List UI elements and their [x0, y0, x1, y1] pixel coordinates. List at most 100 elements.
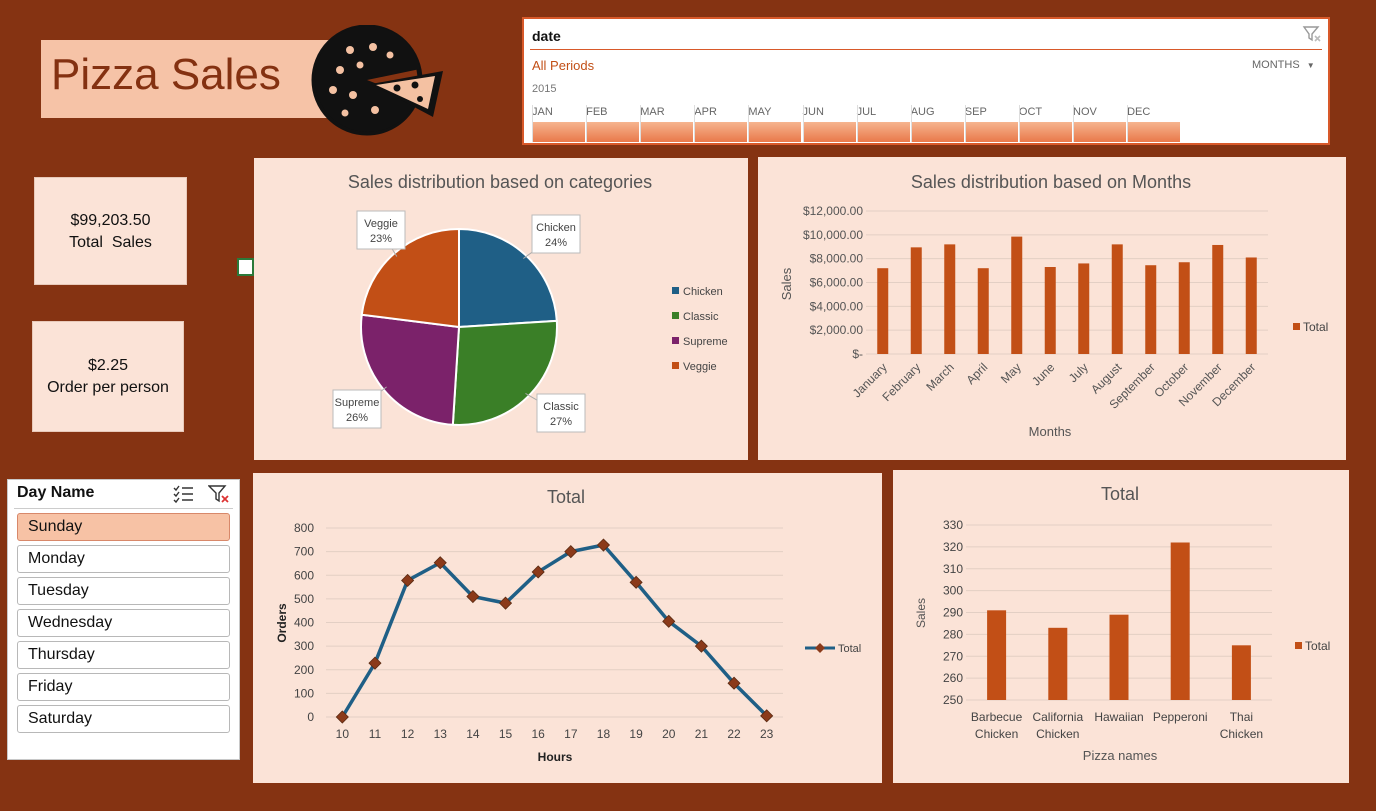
- timeline-month-bar[interactable]: [640, 122, 694, 142]
- timeline-month-label: JUL: [856, 106, 877, 118]
- slicer-item-sunday[interactable]: Sunday: [17, 513, 230, 541]
- x-axis-label: Months: [1029, 424, 1072, 439]
- y-tick-label: 250: [943, 693, 963, 707]
- y-tick-label: 330: [943, 518, 963, 532]
- timeline-month-label: FEB: [586, 106, 608, 118]
- total-sales-label: Total Sales: [69, 234, 152, 251]
- timeline-month-bar[interactable]: [1073, 122, 1126, 142]
- timeline-month-label: JUN: [802, 106, 824, 118]
- slicer-item-saturday[interactable]: Saturday: [17, 705, 230, 733]
- legend-entry: Supreme: [683, 336, 728, 348]
- y-axis-label: Orders: [275, 603, 289, 643]
- y-tick-label: 300: [294, 639, 314, 653]
- timeline-tick: [964, 105, 966, 142]
- timeline-month-bar[interactable]: [532, 122, 585, 142]
- category-pie-chart: Sales distribution based on categories C…: [332, 172, 728, 433]
- timeline-month-bar[interactable]: [802, 122, 856, 142]
- timeline-month-label: AUG: [910, 106, 935, 118]
- y-tick-label: $12,000.00: [803, 204, 863, 218]
- total-sales-card: $99,203.50 Total Sales: [34, 177, 187, 285]
- slicer-item-friday[interactable]: Friday: [17, 673, 230, 701]
- pie-slice-chicken: [458, 227, 558, 329]
- bar: [1231, 645, 1251, 700]
- x-tick-label: 20: [662, 727, 676, 741]
- timeline-tick: [1127, 105, 1129, 142]
- timeline-period[interactable]: All Periods: [532, 58, 595, 73]
- bar: [1145, 265, 1157, 354]
- bar: [977, 268, 989, 354]
- data-label: 26%: [346, 412, 368, 424]
- timeline-month-bar[interactable]: [694, 122, 748, 142]
- timeline-tick: [694, 105, 696, 142]
- data-point: [531, 565, 545, 579]
- data-point: [564, 545, 578, 559]
- timeline-field: date: [532, 28, 561, 44]
- x-tick-label: 12: [401, 727, 415, 741]
- slicer-item-monday[interactable]: Monday: [17, 545, 230, 573]
- timeline-unit[interactable]: MONTHS ▼: [1252, 59, 1315, 71]
- timeline-month-bar[interactable]: [1018, 122, 1072, 142]
- x-tick-label: 18: [597, 727, 611, 741]
- x-tick-label: July: [1066, 360, 1091, 385]
- date-timeline[interactable]: date All Periods MONTHS ▼ 2015 JAN FEB MAR…: [522, 17, 1330, 145]
- timeline-month-bar[interactable]: [856, 122, 910, 142]
- callout-box: [531, 214, 581, 254]
- chart-title: Total: [1101, 484, 1139, 504]
- timeline-month-bar[interactable]: [964, 122, 1018, 142]
- timeline-tick: [1073, 105, 1074, 142]
- hourly-line-panel: Total Hours Orders 0 100 200 300 400 500 600 70…: [253, 473, 882, 783]
- order-per-person-card: $2.25 Order per person: [32, 321, 184, 432]
- timeline-tick: [640, 105, 642, 142]
- timeline-year: 2015: [532, 83, 557, 95]
- bar: [877, 268, 889, 354]
- multiselect-icon[interactable]: [173, 484, 195, 504]
- total-sales-value: $99,203.50: [70, 212, 151, 229]
- slicer-divider: [14, 508, 233, 509]
- y-tick-label: 320: [943, 540, 963, 554]
- x-tick-label: Chicken: [1220, 727, 1263, 741]
- category-pie-panel: Sales distribution based on categories C…: [254, 158, 748, 460]
- selected-cell[interactable]: [237, 258, 254, 276]
- pizza-sales-chart: Total Pizza names Sales 250 260 270 280 290 3…: [914, 484, 1330, 763]
- order-per-person-value: $2.25: [87, 357, 129, 374]
- timeline-tick: [910, 105, 912, 142]
- y-tick-label: 280: [943, 627, 963, 641]
- timeline-month-label: NOV: [1073, 106, 1097, 118]
- slicer-item-tuesday[interactable]: Tuesday: [17, 577, 230, 605]
- slicer-item-wednesday[interactable]: Wednesday: [17, 609, 230, 637]
- clear-filter-icon[interactable]: [208, 484, 230, 504]
- timeline-tick: [856, 105, 858, 142]
- callout-category: Chicken: [536, 222, 576, 234]
- bar: [1044, 267, 1056, 354]
- x-tick-label: Chicken: [975, 727, 1018, 741]
- day-name-slicer: Day Name Sunday Monday Tuesday Wednesday Thu…: [7, 479, 240, 760]
- bar: [1048, 627, 1068, 700]
- data-label: 27%: [550, 416, 572, 428]
- bar: [1078, 263, 1090, 354]
- clear-filter-icon[interactable]: [1302, 25, 1322, 43]
- timeline-month-bar[interactable]: [586, 122, 640, 142]
- series-line: [340, 543, 768, 718]
- timeline-month-bar[interactable]: [1127, 122, 1181, 142]
- slicer-title: Day Name: [17, 484, 95, 501]
- legend-entry: Chicken: [683, 286, 723, 298]
- bar: [1011, 236, 1023, 354]
- slicer-item-thursday[interactable]: Thursday: [17, 641, 230, 669]
- x-tick-label: 15: [499, 727, 513, 741]
- pizza-names-panel: Total Pizza names Sales 250 260 270 280 290 3…: [893, 470, 1349, 783]
- pie-slice-classic: [451, 319, 558, 426]
- dashboard-title-box: Pizza Sales: [41, 40, 331, 118]
- legend-swatch: [1295, 642, 1302, 649]
- timeline-month-bar[interactable]: [910, 122, 964, 142]
- timeline-tick: [748, 105, 750, 142]
- y-tick-label: $-: [852, 347, 863, 361]
- y-tick-label: 800: [294, 521, 314, 535]
- legend-swatch: [672, 287, 679, 294]
- x-tick-label: 16: [531, 727, 545, 741]
- monthly-sales-chart: Sales distribution based on Months Month…: [779, 172, 1328, 439]
- x-tick-label: Chicken: [1036, 727, 1079, 741]
- chevron-down-icon: ▼: [1306, 61, 1315, 70]
- timeline-month-label: OCT: [1018, 106, 1043, 118]
- timeline-month-bar[interactable]: [748, 122, 802, 142]
- callout-box: [356, 210, 406, 250]
